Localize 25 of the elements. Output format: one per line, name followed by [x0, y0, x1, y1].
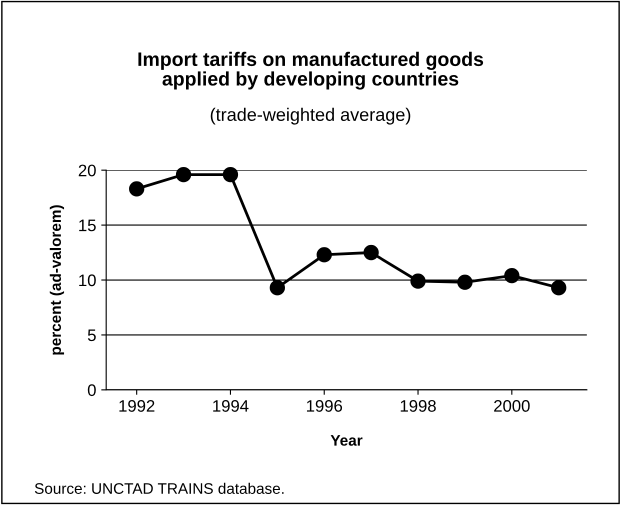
x-tick-label: 1992 — [119, 400, 154, 412]
x-tick-label: 1996 — [306, 400, 342, 412]
x-tick-label: 2000 — [494, 400, 530, 412]
point — [551, 280, 566, 296]
chart-subtitle: (trade-weighted average) — [210, 108, 410, 125]
x-tick-label: 1994 — [213, 400, 249, 412]
point — [176, 166, 192, 182]
x-axis-title: Year — [330, 435, 362, 446]
y-axis-title: percent (ad-valorem) — [50, 205, 64, 355]
y-tick-label: 15 — [79, 220, 96, 232]
point — [270, 280, 285, 296]
point — [129, 181, 144, 196]
y-tick-label: 5 — [88, 330, 96, 342]
source-note: Source: UNCTAD TRAINS database. — [34, 482, 284, 494]
x-tick-label: 1998 — [400, 400, 436, 412]
point — [364, 244, 379, 260]
point — [457, 274, 473, 290]
chart-title: Import tariffs on manufactured goods applied by developing countries — [138, 52, 484, 90]
point — [316, 247, 332, 262]
y-tick-label: 20 — [78, 164, 96, 176]
point — [410, 273, 426, 289]
y-tick-label: 0 — [88, 384, 96, 396]
point — [504, 268, 520, 284]
point — [222, 166, 238, 182]
y-tick-label: 10 — [79, 274, 96, 286]
